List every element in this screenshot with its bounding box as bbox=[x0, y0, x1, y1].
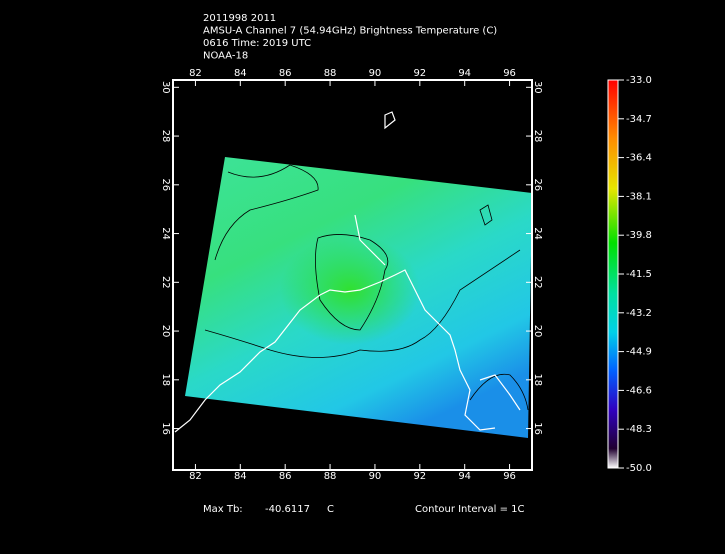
y-tick-label: 24 bbox=[532, 227, 543, 240]
contour-interval: Contour Interval = 1C bbox=[415, 504, 525, 515]
y-tick-label: 26 bbox=[532, 178, 543, 191]
colorbar-label: -36.4 bbox=[626, 153, 652, 164]
x-tick-label: 90 bbox=[369, 471, 382, 482]
header: 2011998 2011 AMSU-A Channel 7 (54.94GHz) … bbox=[203, 13, 497, 62]
x-tick-label: 84 bbox=[234, 68, 247, 79]
colorbar-label: -33.0 bbox=[626, 75, 652, 86]
colorbar-label: -38.1 bbox=[626, 191, 652, 202]
y-tick-label: 20 bbox=[532, 325, 543, 338]
colorbar-ticks: -33.0 -34.7 -36.4 -38.1 -39.8 -41.5 -43.2 -44.9… bbox=[618, 75, 652, 474]
y-tick-label: 18 bbox=[160, 373, 171, 386]
header-line: AMSU-A Channel 7 (54.94GHz) Brightness T… bbox=[203, 26, 497, 37]
max-value: -40.6117 bbox=[265, 504, 310, 515]
x-tick-label: 86 bbox=[279, 68, 292, 79]
x-tick-label: 94 bbox=[458, 471, 471, 482]
x-tick-label: 86 bbox=[279, 471, 292, 482]
y-tick-label: 20 bbox=[160, 325, 171, 338]
y-tick-label: 30 bbox=[532, 81, 543, 94]
y-tick-label: 22 bbox=[160, 276, 171, 289]
y-tick-label: 28 bbox=[160, 130, 171, 143]
y-tick-label: 18 bbox=[532, 373, 543, 386]
max-label: Max Tb: bbox=[203, 504, 243, 515]
contour bbox=[214, 164, 319, 261]
colorbar-label: -48.3 bbox=[626, 424, 652, 435]
river bbox=[354, 214, 386, 266]
axes: 82 82 84 84 86 86 88 88 90 90 92 92 94 94 96 96 16 16 18 18… bbox=[160, 68, 543, 482]
y-tick-label: 30 bbox=[160, 81, 171, 94]
colorbar bbox=[607, 79, 619, 469]
y-tick-label: 22 bbox=[532, 276, 543, 289]
y-tick-label: 16 bbox=[532, 422, 543, 435]
x-tick-label: 92 bbox=[413, 471, 426, 482]
colorbar-label: -50.0 bbox=[626, 463, 652, 474]
x-tick-label: 94 bbox=[458, 68, 471, 79]
colorbar-label: -43.2 bbox=[626, 308, 652, 319]
y-tick-label: 16 bbox=[160, 422, 171, 435]
x-tick-label: 88 bbox=[324, 471, 337, 482]
colorbar-label: -39.8 bbox=[626, 230, 652, 241]
colorbar-label: -46.6 bbox=[626, 385, 652, 396]
x-tick-label: 96 bbox=[503, 68, 516, 79]
map-frame bbox=[172, 79, 533, 471]
island bbox=[384, 111, 396, 130]
coastline-path bbox=[479, 374, 521, 411]
contour bbox=[479, 204, 493, 226]
y-tick-label: 24 bbox=[160, 227, 171, 240]
colorbar-label: -34.7 bbox=[626, 114, 652, 125]
x-tick-label: 82 bbox=[189, 68, 202, 79]
x-tick-label: 88 bbox=[324, 68, 337, 79]
contour bbox=[469, 373, 529, 411]
y-tick-label: 26 bbox=[160, 178, 171, 191]
x-tick-label: 90 bbox=[369, 68, 382, 79]
colorbar-label: -44.9 bbox=[626, 347, 652, 358]
colorbar-label: -41.5 bbox=[626, 269, 652, 280]
coastline bbox=[174, 111, 521, 433]
coastline-path bbox=[174, 269, 496, 433]
y-tick-label: 28 bbox=[532, 130, 543, 143]
x-tick-label: 92 bbox=[413, 68, 426, 79]
x-tick-label: 82 bbox=[189, 471, 202, 482]
contour bbox=[204, 249, 521, 358]
max-unit: C bbox=[327, 504, 334, 515]
header-line: NOAA-18 bbox=[203, 51, 248, 62]
x-tick-label: 84 bbox=[234, 471, 247, 482]
x-tick-label: 96 bbox=[503, 471, 516, 482]
header-line: 0616 Time: 2019 UTC bbox=[203, 38, 311, 49]
header-line: 2011998 2011 bbox=[203, 13, 276, 24]
warm-core bbox=[280, 235, 420, 345]
